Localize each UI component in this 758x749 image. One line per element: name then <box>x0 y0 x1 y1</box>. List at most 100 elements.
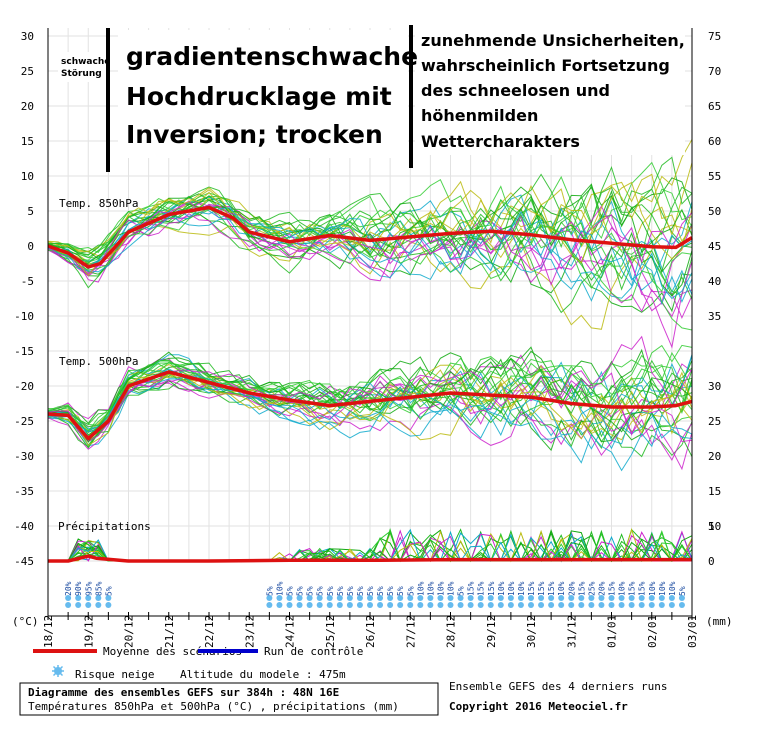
snow-risk-marker: 5% <box>356 586 365 608</box>
right-tick-label: 20 <box>708 450 721 463</box>
snowflake-icon <box>326 602 333 608</box>
snowflake-icon <box>306 602 313 608</box>
snowflake-icon <box>377 602 384 608</box>
snowflake-icon <box>548 602 555 608</box>
snow-risk-label: 90% <box>74 581 83 596</box>
right-tick-label: 60 <box>708 135 721 148</box>
snow-risk-marker: 20% <box>64 581 73 608</box>
x-date-label: 22/12 <box>203 615 216 648</box>
snow-risk-label: 10% <box>275 581 284 596</box>
left-tick-label: 15 <box>21 135 34 148</box>
info-subtitle: Températures 850hPa et 500hPa (°C) , pré… <box>28 700 399 713</box>
snow-risk-marker: 20% <box>597 581 606 608</box>
snow-risk-label: 5% <box>346 586 355 596</box>
snow-risk-label: 15% <box>477 581 486 596</box>
snowflake-icon <box>658 602 665 608</box>
annotation-phase2-line3: des schneelosen und <box>421 81 610 100</box>
snowflake-icon <box>457 602 464 608</box>
snow-risk-marker: 10% <box>447 581 456 608</box>
snow-risk-label: 5% <box>316 586 325 596</box>
snow-risk-marker: 85% <box>94 581 103 608</box>
annotation-phase2-line2: wahrscheinlich Fortsetzung <box>421 56 670 75</box>
ensemble-member-line <box>47 335 693 442</box>
snow-risk-marker: 15% <box>628 581 637 608</box>
annotation-phase2-line5: Wettercharakters <box>421 132 580 151</box>
snow-risk-label: 10% <box>426 581 435 596</box>
snowflake-icon <box>638 595 645 601</box>
snowflake-icon <box>658 595 665 601</box>
snow-risk-marker: 25% <box>587 581 596 608</box>
snowflake-icon <box>407 602 414 608</box>
snowflake-icon <box>538 595 545 601</box>
mean-line-t500 <box>47 370 693 441</box>
snow-risk-marker: 5% <box>678 586 687 608</box>
right-tick-label: 35 <box>708 310 721 323</box>
info-copyright: Copyright 2016 Meteociel.fr <box>449 700 628 713</box>
left-tick-label: -25 <box>14 415 34 428</box>
snowflake-icon <box>578 602 585 608</box>
snow-risk-marker: 10% <box>507 581 516 608</box>
snow-risk-label: 15% <box>547 581 556 596</box>
annotation-background-2 <box>415 25 685 155</box>
snowflake-icon <box>507 602 514 608</box>
snowflake-icon <box>618 602 625 608</box>
snowflake-icon <box>548 595 555 601</box>
snow-risk-label: 20% <box>64 581 73 596</box>
snow-risk-row: 20% 90% 95% 85% 5% 5% 10% 5% 5% 5% 5% 5% 5% 5% 5% 5% 5% 5… <box>64 581 687 608</box>
x-date-label: 30/12 <box>525 615 538 648</box>
snowflake-icon <box>618 595 625 601</box>
ensemble-means <box>47 205 693 563</box>
snowflake-icon <box>407 595 414 601</box>
snowflake-icon <box>105 602 112 608</box>
snowflake-icon <box>75 595 82 601</box>
x-date-label: 28/12 <box>445 615 458 648</box>
info-box <box>19 682 439 716</box>
snowflake-icon <box>528 595 534 601</box>
snow-risk-marker: 10% <box>517 581 526 608</box>
snow-risk-label: 15% <box>487 581 496 596</box>
snow-risk-label: 10% <box>497 581 506 596</box>
snowflake-icon <box>477 602 484 608</box>
snowflake-icon <box>377 595 384 601</box>
left-tick-label: -45 <box>14 555 34 568</box>
x-date-label: 25/12 <box>324 615 337 648</box>
snow-risk-label: 95% <box>84 581 93 596</box>
right-tick-label: 15 <box>708 485 721 498</box>
snowflake-icon <box>95 595 102 601</box>
snowflake-icon <box>628 595 635 601</box>
snowflake-icon <box>588 602 595 608</box>
snowflake-icon <box>276 595 283 601</box>
snowflake-icon <box>306 595 313 601</box>
ensemble-member-line <box>47 372 693 443</box>
mean-line-precip <box>48 554 692 563</box>
snowflake-icon <box>346 595 353 601</box>
snow-risk-label: 5% <box>265 586 274 596</box>
x-date-label: 23/12 <box>243 615 256 648</box>
snow-risk-marker: 10% <box>497 581 506 608</box>
snowflake-icon <box>65 595 72 601</box>
x-date-label: 24/12 <box>284 615 297 648</box>
ensemble-member-line <box>47 208 693 331</box>
snowflake-icon <box>668 595 675 601</box>
snow-risk-marker: 5% <box>336 586 345 608</box>
snow-risk-marker: 10% <box>658 581 667 608</box>
snowflake-icon <box>598 602 605 608</box>
left-tick-label: 20 <box>21 100 34 113</box>
snowflake-icon <box>296 602 303 608</box>
right-tick-label: 25 <box>708 415 721 428</box>
snow-risk-label: 5% <box>326 586 335 596</box>
snowflake-icon <box>367 595 373 601</box>
x-date-label: 20/12 <box>123 615 136 648</box>
snow-risk-label: 15% <box>467 581 476 596</box>
left-tick-label: -30 <box>14 450 34 463</box>
ensemble-member-line <box>47 351 693 431</box>
snow-risk-marker: 15% <box>577 581 586 608</box>
snow-risk-label: 15% <box>608 581 617 596</box>
snowflake-icon <box>678 602 685 608</box>
snowflake-icon <box>427 602 434 608</box>
right-tick-label: 75 <box>708 30 721 43</box>
snowflake-icon <box>638 602 645 608</box>
snow-risk-marker: 15% <box>487 581 496 608</box>
snow-risk-label: 5% <box>457 586 466 596</box>
